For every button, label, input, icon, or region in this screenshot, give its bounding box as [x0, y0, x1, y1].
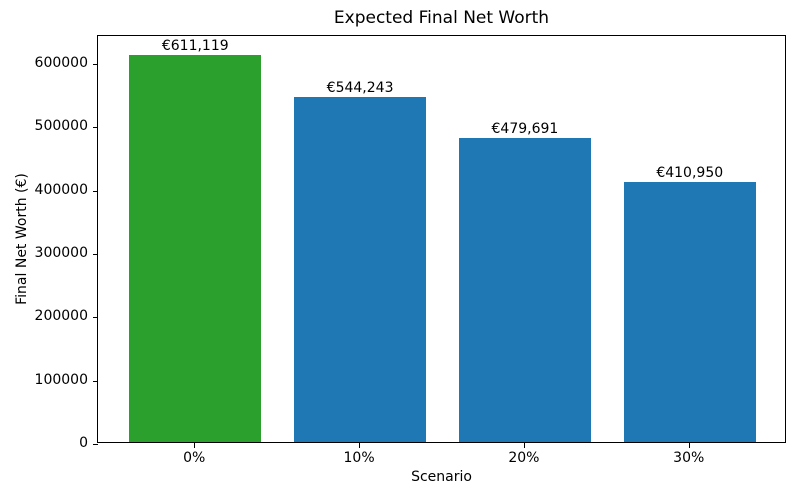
x-tick-mark	[359, 443, 361, 448]
x-tick-label: 10%	[343, 450, 375, 466]
x-tick-label: 30%	[673, 450, 705, 466]
y-tick-mark	[93, 253, 98, 255]
bar-30%	[623, 181, 756, 442]
x-tick-label: 20%	[508, 450, 540, 466]
y-tick-mark	[93, 444, 98, 445]
x-tick-mark	[194, 443, 196, 448]
x-tick-label: 0%	[183, 450, 206, 466]
bar-0%	[129, 54, 262, 442]
y-tick-label: 500000	[34, 118, 88, 135]
y-tick-mark	[93, 380, 98, 382]
y-tick-label: 100000	[34, 371, 88, 388]
y-tick-label: 600000	[34, 54, 88, 71]
y-tick-mark	[93, 190, 98, 192]
bar-value-label: €410,950	[656, 164, 724, 181]
y-tick-label: 400000	[34, 181, 88, 198]
bar-value-label: €544,243	[326, 80, 394, 97]
x-tick-mark	[523, 443, 525, 448]
bar-10%	[294, 97, 426, 442]
bar-20%	[458, 138, 591, 442]
y-tick-mark	[93, 317, 98, 319]
x-tick-mark	[688, 443, 690, 448]
y-tick-mark	[93, 127, 98, 129]
bar-value-label: €611,119	[161, 37, 229, 54]
y-tick-mark	[93, 63, 98, 65]
y-tick-label: 200000	[34, 308, 88, 325]
plot-area: €611,119 €544,243 €479,691 €410,950	[93, 35, 786, 445]
y-axis-label: Final Net Worth (€)	[14, 173, 30, 305]
x-axis-label: Scenario	[411, 469, 472, 485]
chart-title: Expected Final Net Worth	[333, 8, 550, 28]
bar-value-label: €479,691	[491, 121, 559, 138]
y-tick-label: 0	[79, 435, 88, 451]
y-tick-label: 300000	[34, 244, 88, 261]
